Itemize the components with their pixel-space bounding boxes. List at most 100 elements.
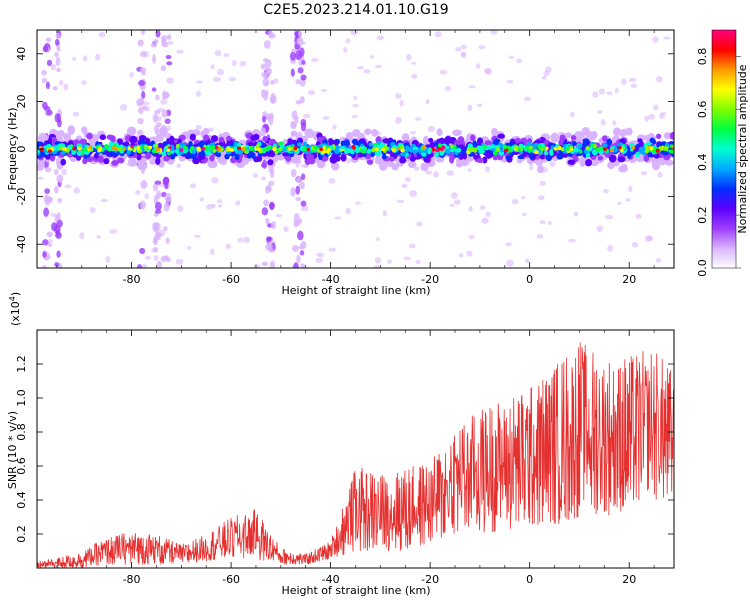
spectrogram-speck (505, 242, 512, 247)
spectrogram-speck (396, 199, 405, 204)
spectrogram-band-blob (374, 147, 379, 152)
spectrogram-streak-blob (160, 65, 167, 72)
spectrogram-speck (311, 58, 319, 63)
spectrogram-speck (199, 197, 204, 202)
spectrogram-speck (508, 55, 515, 59)
spectrogram-band-blob (331, 153, 338, 158)
spectrogram-band-blob (631, 146, 636, 150)
spectrogram-streak-blob (289, 51, 297, 61)
spectrogram-speck (98, 31, 106, 38)
spectrogram-band-blob (201, 147, 206, 151)
spectrogram-speck (640, 171, 648, 176)
spectrogram-band-blob (607, 161, 615, 170)
spectrogram-speck (434, 31, 442, 38)
spectrogram-band-blob (366, 159, 374, 165)
spectrogram-speck (652, 104, 659, 111)
spectrogram-speck (528, 163, 534, 171)
spectrogram-streak-blob (268, 180, 275, 186)
spectrogram-streak-blob (151, 87, 157, 92)
spectrogram-speck (228, 77, 237, 82)
spectrogram-band-blob (643, 154, 650, 162)
spectrogram-speck (485, 211, 491, 217)
spectrogram-band-blob (58, 146, 64, 151)
spectrogram-speck (217, 68, 224, 76)
snr-series-line (37, 342, 674, 568)
spectrogram-band-blob (582, 141, 588, 148)
spectrogram-band-blob (128, 159, 138, 167)
spectrogram-streak-blob (165, 55, 172, 60)
spectrogram-band-blob (552, 151, 558, 156)
spectrogram-streak-blob (292, 245, 299, 252)
spectrogram-band-blob (40, 147, 45, 152)
spectrogram-streak-blob (300, 200, 307, 207)
spectrogram-band-blob (97, 148, 102, 153)
spectrogram-speck (596, 109, 603, 115)
spectrogram-band-blob (421, 152, 427, 157)
spectrogram-band-blob (49, 154, 56, 162)
spectrogram-band-blob (462, 153, 467, 160)
snr-y-tick-label: 1.2 (15, 355, 28, 373)
spectrogram-band-blob (380, 147, 385, 152)
spectrogram-band-blob (340, 153, 347, 162)
spectrogram-band-blob (399, 144, 404, 150)
spectrogram-speck (405, 177, 411, 183)
spectrogram-band-blob (147, 145, 153, 150)
spectrogram-marks (37, 30, 674, 268)
spectrogram-streak-blob (293, 220, 299, 228)
spectrogram-speck (109, 229, 118, 234)
spectrogram-band-blob (453, 144, 457, 150)
spectrogram-speck (631, 241, 639, 248)
spectrogram-speck (461, 51, 467, 57)
spectrogram-speck (48, 238, 54, 243)
spectrogram-speck (307, 90, 316, 96)
spectrogram-band-blob (138, 135, 147, 141)
spectrogram-speck (160, 99, 168, 105)
spectrogram-band-blob (302, 141, 308, 148)
spectrogram-band-blob (290, 130, 298, 137)
spectrogram-streak-blob (261, 162, 267, 168)
spectrogram-streak-blob (263, 89, 269, 97)
spectrogram-speck (195, 124, 202, 130)
spectrogram-band-blob (99, 134, 106, 141)
spectrogram-streak-blob (297, 67, 304, 74)
spectrogram-band-blob (420, 162, 429, 172)
spectrogram-speck (425, 98, 430, 105)
snr-y-multiplier-exponent: 4 (8, 296, 17, 301)
spectrogram-streak-blob (263, 82, 269, 87)
spectrogram-streak-blob (41, 101, 48, 109)
spectrogram-band-blob (385, 147, 389, 151)
spectrogram-speck (252, 173, 259, 178)
spectrogram-streak-blob (152, 113, 159, 123)
spectrogram-speck (547, 221, 552, 225)
spectrogram-band-blob (145, 151, 152, 160)
spectrogram-speck (144, 193, 149, 200)
spectrogram-speck (64, 184, 72, 189)
spectrogram-band-blob (130, 145, 135, 149)
spectrogram-speck (408, 243, 416, 249)
spectrogram-band-blob (189, 133, 196, 141)
spectrogram-band-blob (361, 145, 366, 151)
spectrogram-streak-blob (56, 219, 63, 228)
spectrogram-streak-blob (156, 122, 162, 128)
spectrogram-streak-blob (295, 185, 300, 195)
spectrogram-band-blob (83, 146, 88, 152)
spectrogram-speck (607, 245, 614, 252)
spectrogram-speck (549, 161, 556, 167)
spectrogram-speck (460, 44, 467, 50)
spectrogram-x-axis: -80 -60 -40 -20 0 20 (56, 30, 655, 286)
spectrogram-band-blob (155, 157, 161, 165)
spectrogram-band-blob (38, 133, 48, 143)
spectrogram-streak-blob (156, 260, 162, 268)
spectrogram-band-blob (202, 127, 210, 136)
spectrogram-speck (59, 79, 64, 86)
spectrogram-speck (439, 69, 448, 75)
spectrogram-band-blob (48, 149, 52, 153)
spectrogram-band-blob (649, 137, 655, 144)
spectrogram-speck (444, 85, 452, 92)
spectrogram-streak-blob (263, 40, 271, 49)
spectrogram-streak-blob (137, 264, 143, 268)
spectrogram-band-blob (486, 144, 492, 150)
spectrogram-band-blob (405, 147, 411, 152)
spectrogram-band-blob (389, 156, 395, 162)
spectrogram-band-blob (570, 135, 577, 141)
